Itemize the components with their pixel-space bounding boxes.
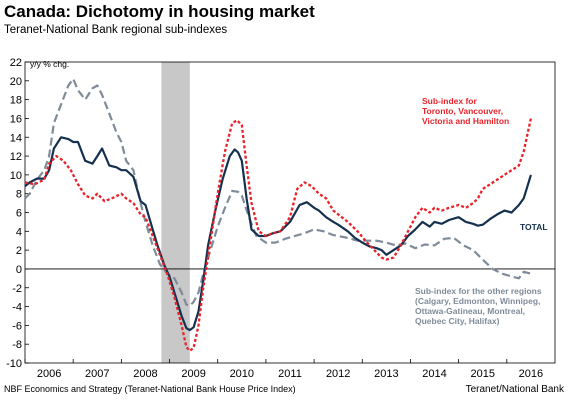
annotation-label: TOTAL: [520, 222, 548, 232]
y-tick-label: -4: [12, 302, 22, 314]
y-tick-label: 6: [16, 208, 22, 220]
y-tick-label: 22: [10, 57, 22, 69]
y-tick-label: 4: [16, 226, 22, 238]
x-tick-label: 2007: [85, 368, 109, 380]
annotation-label: Sub-index for: [422, 96, 477, 106]
annotation-label: Quebec City, Halifax): [415, 316, 500, 326]
y-tick-label: 20: [10, 76, 22, 88]
x-tick-label: 2010: [230, 368, 254, 380]
x-tick-label: 2015: [470, 368, 494, 380]
x-tick-label: 2014: [422, 368, 446, 380]
x-tick-label: 2011: [278, 368, 302, 380]
y-tick-label: 0: [16, 264, 22, 276]
source-note: NBF Economics and Strategy (Teranet-Nati…: [4, 384, 296, 394]
x-tick-label: 2009: [181, 368, 205, 380]
x-tick-label: 2013: [374, 368, 398, 380]
y-tick-label: 18: [10, 95, 22, 107]
x-tick-label: 2012: [326, 368, 350, 380]
y-tick-label: 12: [10, 151, 22, 163]
annotation-label: Ottawa-Gatineau, Montreal,: [415, 306, 525, 316]
y-tick-label: 16: [10, 113, 22, 125]
annotation-label: Toronto, Vancouver,: [422, 106, 503, 116]
y-tick-label: 10: [10, 170, 22, 182]
y-tick-label: -8: [12, 339, 22, 351]
y-tick-label: -6: [12, 320, 22, 332]
x-tick-label: 2016: [519, 368, 543, 380]
y-tick-label: 14: [10, 132, 22, 144]
image-credit: Teranet/National Bank: [465, 384, 564, 395]
series-line-toronto-vancouver: [24, 118, 533, 352]
chart-subtitle: Teranet-National Bank regional sub-index…: [4, 24, 228, 36]
annotation-label: (Calgary, Edmonton, Winnipeg,: [415, 296, 540, 306]
series-line-total: [24, 136, 532, 332]
y-axis-unit-label: y/y % chg.: [30, 59, 69, 69]
y-tick-label: 2: [16, 245, 22, 257]
recession-band: [161, 62, 190, 363]
y-tick-label: -10: [6, 358, 22, 370]
annotation-label: Sub-index for the other regions: [415, 286, 542, 296]
series-line-other-regions: [24, 77, 532, 307]
annotation-label: Victoria and Hamilton: [422, 116, 509, 126]
y-tick-label: -2: [12, 283, 22, 295]
x-tick-label: 2006: [37, 368, 61, 380]
chart-title: Canada: Dichotomy in housing market: [4, 2, 315, 21]
y-tick-label: 8: [16, 189, 22, 201]
x-tick-label: 2008: [133, 368, 157, 380]
